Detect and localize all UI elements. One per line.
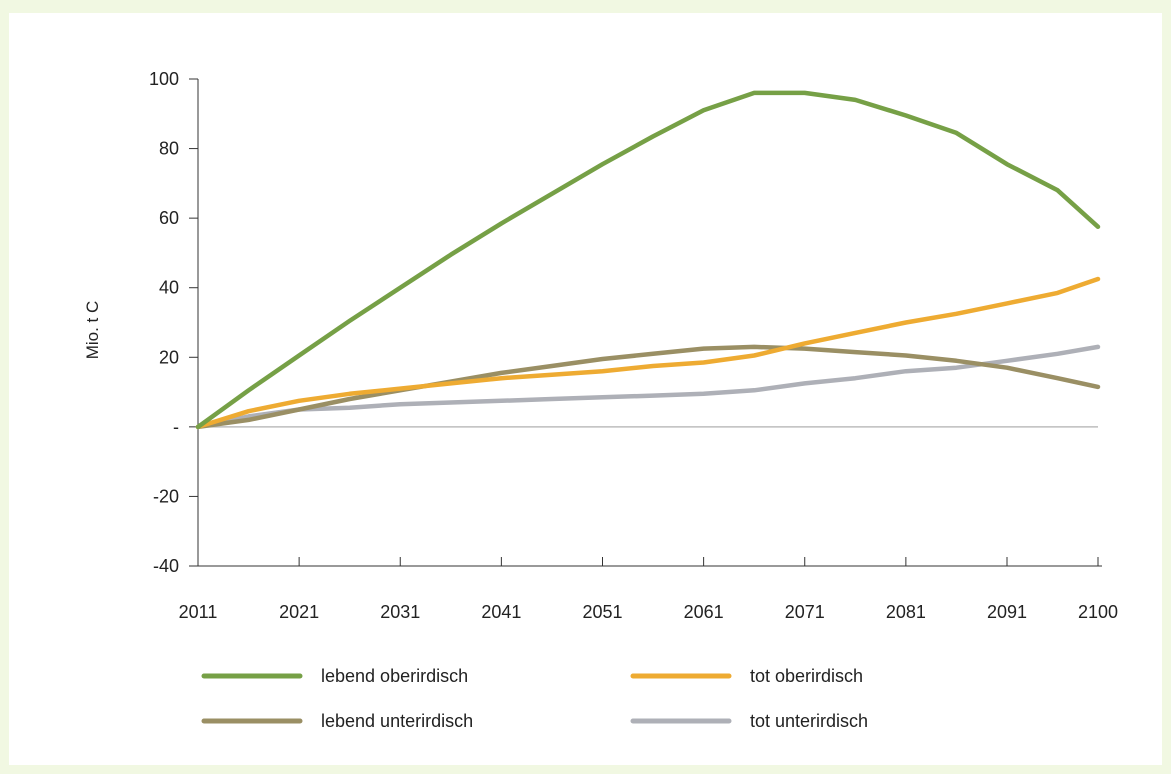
y-tick-label: -40 [153,556,179,576]
series-line-tot-unterirdisch [195,344,1101,430]
y-tick-label: -20 [153,486,179,506]
series-line-lebend-unterirdisch [195,344,1101,430]
x-tick-label: 2031 [380,602,420,622]
x-tick-label: 2041 [481,602,521,622]
x-tick-label: 2071 [785,602,825,622]
chart-panel: -40 -20-20 40 60 80 100 2011 2021 2031 2041 2051 20… [9,13,1162,765]
x-tick-label: 2081 [886,602,926,622]
x-tick-label: 2021 [279,602,319,622]
series-lines [195,90,1101,430]
x-tick-label: 2100 [1078,602,1118,622]
x-tick-label: 2051 [582,602,622,622]
legend: lebend oberirdisch tot oberirdisch lebend … [201,666,868,731]
legend-label: tot oberirdisch [750,666,863,686]
y-tick-label: 80 [159,139,179,159]
y-tick-label: 100 [149,69,179,89]
y-tick-label: 60 [159,208,179,228]
x-tick-label: 2011 [179,602,218,622]
legend-label: lebend oberirdisch [321,666,468,686]
y-tick-label: 40 [159,278,179,298]
y-axis-title: Mio. t C [83,301,102,360]
series-line-lebend-oberirdisch [195,90,1101,430]
x-tick-label: 2091 [987,602,1027,622]
legend-label: tot unterirdisch [750,711,868,731]
x-tick-label: 2061 [684,602,724,622]
series-line-tot-oberirdisch [195,276,1101,430]
y-tick-label: 20 [159,347,179,367]
y-tick-label: - [173,417,179,437]
legend-label: lebend unterirdisch [321,711,473,731]
